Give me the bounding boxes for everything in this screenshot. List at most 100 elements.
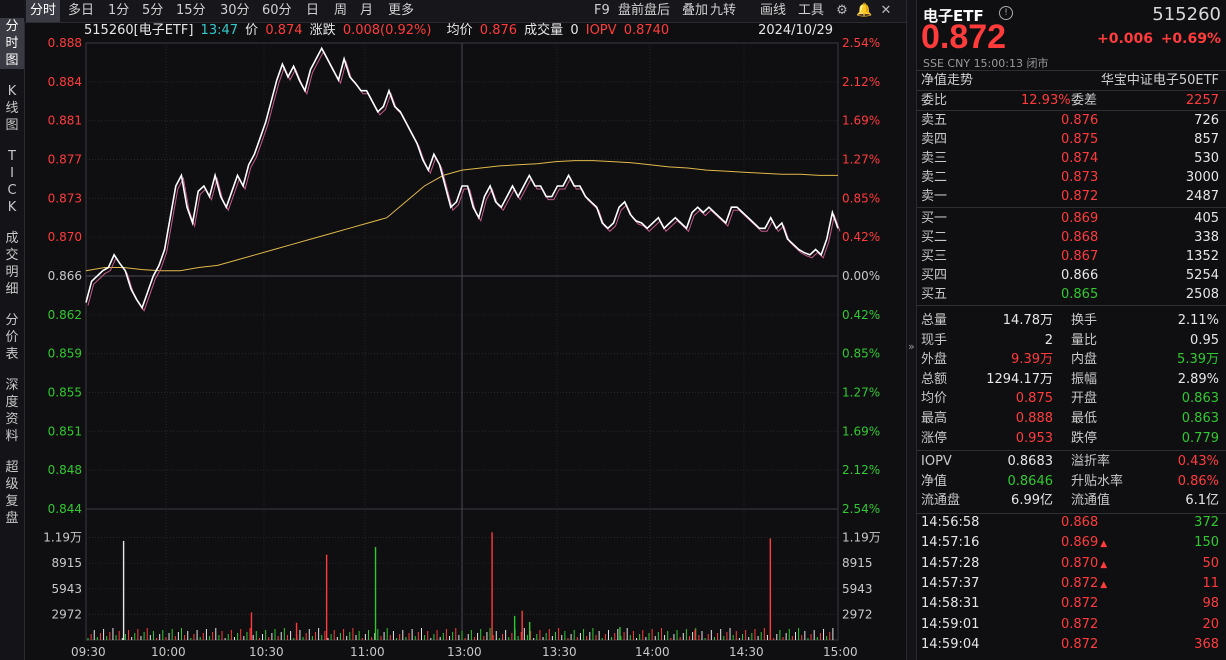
- time-tick-label: 09:30: [71, 645, 106, 659]
- period-tab-3[interactable]: 5分: [142, 3, 164, 18]
- bid-row[interactable]: 买二 0.868 338: [921, 228, 1223, 247]
- tick-price: 0.872: [1061, 635, 1098, 655]
- period-tab-0[interactable]: 分时: [26, 0, 61, 22]
- stat-row: 均价 0.875 开盘 0.863: [921, 389, 1223, 408]
- stat-value: 2.89%: [1177, 371, 1219, 387]
- pct-tick-label: 0.00%: [842, 269, 880, 283]
- gear-icon[interactable]: ⚙: [836, 3, 848, 18]
- price-line: [85, 46, 839, 310]
- vol-tick-label: 5943: [51, 582, 82, 596]
- vol-tick-label-right: 5943: [842, 582, 873, 596]
- tracking-index[interactable]: 华宝中证电子50ETF: [1100, 73, 1219, 88]
- expand-arrow-icon[interactable]: »: [908, 340, 915, 353]
- left-tab-4[interactable]: 分价表: [5, 313, 19, 362]
- tick-time: 14:56:58: [921, 515, 980, 530]
- level-volume: 1352: [1185, 249, 1219, 264]
- tick-row[interactable]: 14:56:58 0.868 372: [921, 513, 1223, 533]
- ask-row[interactable]: 卖一 0.872 2487: [921, 187, 1223, 206]
- price-tick-label: 0.866: [48, 269, 82, 283]
- period-tab-8[interactable]: 周: [334, 3, 348, 18]
- toolbar-action-5[interactable]: 工具: [798, 3, 825, 18]
- level-name: 买五: [921, 287, 948, 302]
- price-tick-label: 0.859: [48, 347, 82, 361]
- period-tab-1[interactable]: 多日: [68, 3, 95, 18]
- time-tick-label: 14:30: [729, 645, 764, 659]
- order-ratio-value: 12.93%: [1021, 93, 1071, 108]
- left-tab-5[interactable]: 深度资料: [5, 378, 19, 444]
- bid-row[interactable]: 买三 0.867 1352: [921, 247, 1223, 266]
- toolbar-action-3[interactable]: 九转: [710, 3, 737, 18]
- period-tab-5[interactable]: 30分: [220, 3, 250, 18]
- toolbar-action-1[interactable]: 盘前盘后: [618, 3, 671, 18]
- left-tab-3[interactable]: 成交明细: [5, 231, 19, 297]
- tick-row[interactable]: 14:57:16 0.869 ▲ 150: [921, 533, 1223, 553]
- tick-row[interactable]: 14:57:28 0.870 ▲ 50: [921, 554, 1223, 574]
- vol-tick-label-right: 8915: [842, 556, 873, 570]
- level-volume: 405: [1194, 211, 1219, 226]
- last-price: 0.872: [921, 18, 1007, 56]
- bid-row[interactable]: 买四 0.866 5254: [921, 266, 1223, 285]
- pct-tick-label: 0.85%: [842, 191, 880, 205]
- left-tab-0[interactable]: 分时图: [0, 18, 24, 69]
- panel-splitter[interactable]: »: [906, 0, 917, 660]
- level-name: 卖二: [921, 170, 948, 185]
- nav-trend-link[interactable]: 净值走势: [921, 73, 974, 88]
- time-tick-label: 10:30: [249, 645, 284, 659]
- tick-time: 14:57:37: [921, 575, 980, 591]
- tick-time: 14:57:28: [921, 555, 980, 571]
- toolbar-action-0[interactable]: F9: [594, 3, 610, 18]
- level-price: 0.866: [1061, 268, 1099, 283]
- close-icon[interactable]: ✕: [880, 3, 892, 18]
- price-tick-label: 0.881: [48, 114, 82, 128]
- avg-label: 均价: [446, 23, 473, 38]
- intraday-chart[interactable]: 0.888 2.54% 0.884 2.12% 0.881 1.69% 0.877 1.27%…: [0, 0, 906, 660]
- period-tab-10[interactable]: 更多: [388, 3, 415, 18]
- period-tab-7[interactable]: 日: [306, 3, 320, 18]
- info-icon[interactable]: !: [999, 6, 1013, 20]
- bid-row[interactable]: 买一 0.869 405: [921, 209, 1223, 228]
- level-volume: 726: [1194, 113, 1219, 128]
- tick-row[interactable]: 14:57:37 0.872 ▲ 11: [921, 574, 1223, 594]
- stat-label: 均价: [921, 391, 948, 407]
- stat-value: 0.863: [1181, 391, 1219, 407]
- ask-row[interactable]: 卖三 0.874 530: [921, 149, 1223, 168]
- stat-value: 0.875: [1015, 391, 1053, 407]
- tick-row[interactable]: 14:58:31 0.872 98: [921, 594, 1223, 614]
- level-volume: 3000: [1185, 170, 1219, 185]
- toolbar-action-4[interactable]: 画线: [760, 3, 787, 18]
- stat-label: 振幅: [1071, 371, 1098, 387]
- level-price: 0.874: [1061, 151, 1099, 166]
- period-tab-6[interactable]: 60分: [262, 3, 292, 18]
- ask-row[interactable]: 卖五 0.876 726: [921, 111, 1223, 130]
- ask-row[interactable]: 卖四 0.875 857: [921, 130, 1223, 149]
- price-tick-label: 0.862: [48, 308, 82, 322]
- period-tab-9[interactable]: 月: [360, 3, 374, 18]
- period-tab-2[interactable]: 1分: [108, 3, 130, 18]
- tick-price: 0.872: [1061, 615, 1098, 635]
- order-diff-value: 2257: [1185, 93, 1219, 108]
- left-tab-6[interactable]: 超级复盘: [5, 460, 19, 526]
- pct-tick-label: 2.12%: [842, 463, 880, 477]
- iopv-value: 0.8740: [623, 23, 670, 38]
- quote-time: 15:00:13: [973, 57, 1023, 70]
- stat-value: 0.43%: [1177, 454, 1219, 470]
- price-tick-label: 0.870: [48, 230, 82, 244]
- exchange: SSE: [923, 57, 944, 70]
- stat-label: 流通值: [1071, 493, 1111, 509]
- tick-volume: 150: [1194, 535, 1219, 551]
- ask-row[interactable]: 卖二 0.873 3000: [921, 168, 1223, 187]
- time-tick-label: 13:00: [447, 645, 482, 659]
- tick-price: 0.870 ▲: [1061, 554, 1107, 575]
- bid-row[interactable]: 买五 0.865 2508: [921, 285, 1223, 304]
- level-name: 买四: [921, 268, 948, 283]
- stat-value: 0.953: [1015, 430, 1053, 446]
- bell-icon[interactable]: 🔔: [856, 3, 873, 18]
- chart-info-line: 515260[电子ETF] 13:47 价 0.874 涨跌 0.008(0.9…: [84, 22, 836, 40]
- tick-row[interactable]: 14:59:04 0.872 368: [921, 635, 1223, 655]
- period-tab-4[interactable]: 15分: [176, 3, 206, 18]
- tick-row[interactable]: 14:59:01 0.872 20: [921, 615, 1223, 635]
- price-change-pct: +0.69%: [1160, 31, 1221, 47]
- toolbar-action-2[interactable]: 叠加: [682, 3, 709, 18]
